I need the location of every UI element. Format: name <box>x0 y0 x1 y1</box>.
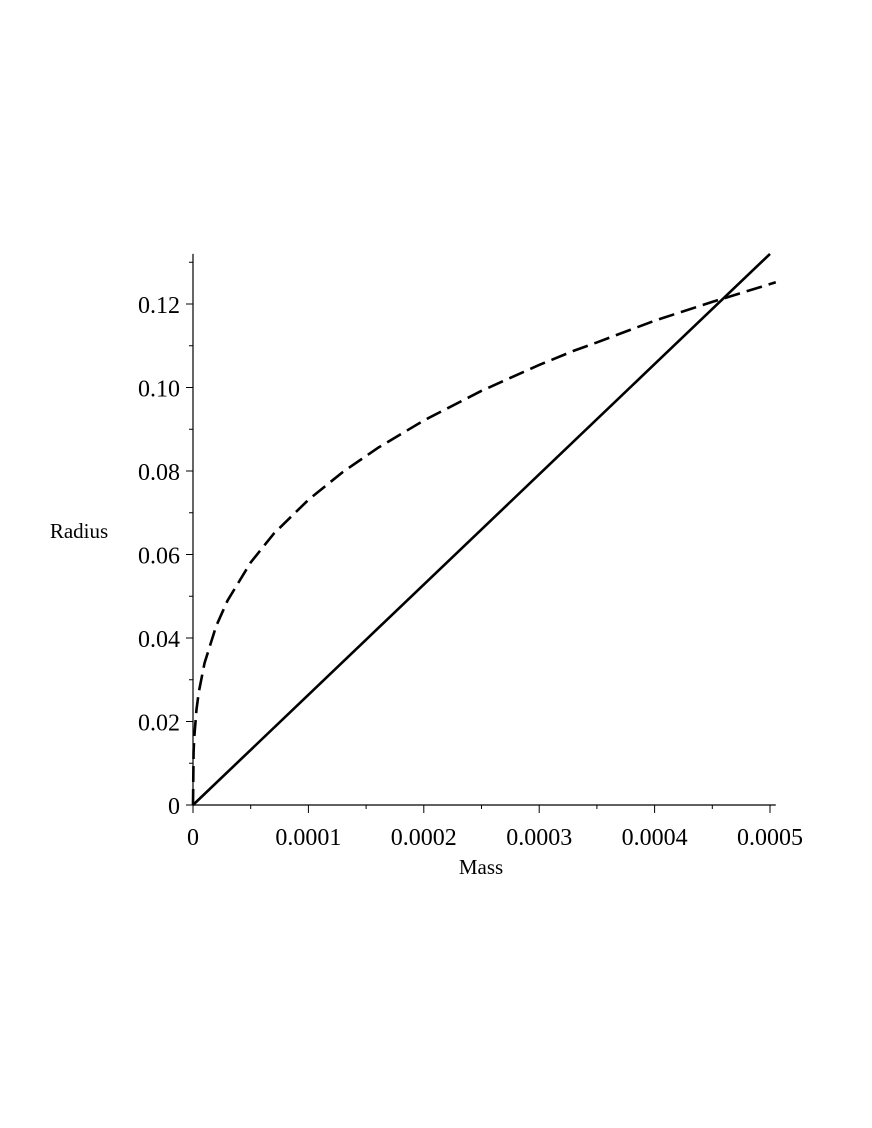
y-tick-label: 0.04 <box>138 627 180 653</box>
y-axis-label: Radius <box>50 519 108 543</box>
y-tick-label: 0.12 <box>138 293 180 319</box>
y-tick-label: 0.02 <box>138 711 180 737</box>
x-tick-label: 0.0004 <box>622 825 688 851</box>
y-tick-label: 0.08 <box>138 460 180 486</box>
y-tick-label: 0.06 <box>138 544 180 570</box>
y-tick-label: 0.10 <box>138 377 180 403</box>
x-tick-label: 0.0001 <box>275 825 341 851</box>
x-tick-label: 0 <box>187 825 199 851</box>
plot-area <box>191 252 777 806</box>
axes <box>186 253 776 813</box>
y-tick-label: 0 <box>168 794 180 820</box>
x-tick-label: 0.0003 <box>506 825 572 851</box>
tick-labels: 0 0.0001 0.0002 0.0003 0.0004 0.0005 0 0.02 0.04… <box>138 293 803 851</box>
solid-series-line <box>192 252 771 806</box>
dashed-series-line <box>191 281 777 806</box>
x-tick-label: 0.0002 <box>391 825 457 851</box>
x-tick-label: 0.0005 <box>737 825 803 851</box>
x-axis-label: Mass <box>459 855 503 879</box>
